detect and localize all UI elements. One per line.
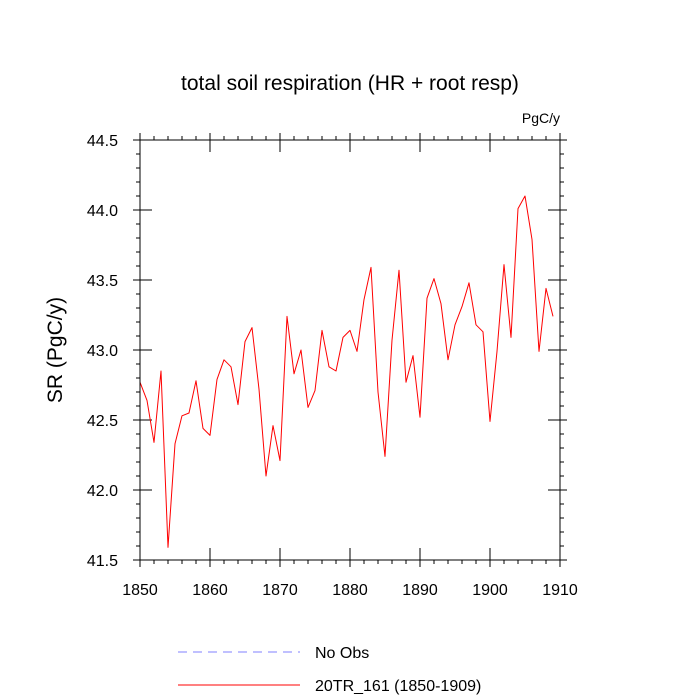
data-series [139, 195, 554, 548]
y-tick-label: 42.0 [87, 483, 118, 500]
x-tick-label: 1880 [332, 582, 368, 599]
y-tick-label: 44.0 [87, 203, 118, 220]
y-tick-label: 41.5 [87, 553, 118, 570]
legend: No Obs 20TR_161 (1850-1909) [178, 645, 481, 695]
plot-frame [139, 139, 561, 561]
x-tick-label: 1860 [192, 582, 228, 599]
x-tick-label: 1910 [542, 582, 578, 599]
tick-labels: 1850 1860 1870 1880 1890 1900 1910 41.5 42.0 42.5… [87, 133, 578, 599]
x-tick-label: 1890 [402, 582, 438, 599]
x-tick-label: 1900 [472, 582, 508, 599]
legend-label-no-obs: No Obs [315, 645, 369, 662]
units-label: PgC/y [522, 110, 560, 126]
y-tick-label: 43.5 [87, 273, 118, 290]
y-tick-label: 44.5 [87, 133, 118, 150]
y-tick-label: 43.0 [87, 343, 118, 360]
series-line-20tr-161 [139, 195, 554, 548]
x-tick-label: 1870 [262, 582, 298, 599]
axis-ticks [133, 133, 567, 567]
chart-title: total soil respiration (HR + root resp) [181, 72, 519, 95]
y-tick-label: 42.5 [87, 413, 118, 430]
legend-label-20tr-161: 20TR_161 (1850-1909) [315, 678, 481, 695]
x-tick-label: 1850 [122, 582, 158, 599]
y-axis-label: SR (PgC/y) [44, 297, 67, 403]
